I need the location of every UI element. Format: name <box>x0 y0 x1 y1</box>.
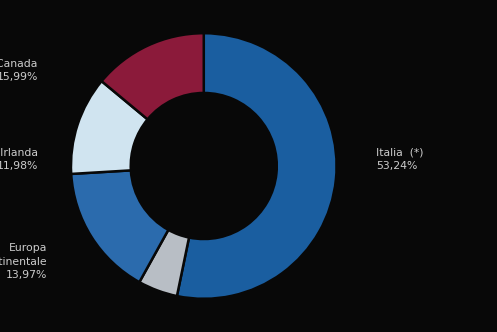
Wedge shape <box>71 81 148 174</box>
Text: Uk e Irlanda
11,98%: Uk e Irlanda 11,98% <box>0 148 38 171</box>
Wedge shape <box>177 33 336 299</box>
Text: Usa e Canada
15,99%: Usa e Canada 15,99% <box>0 59 38 82</box>
Wedge shape <box>101 33 204 119</box>
Wedge shape <box>139 230 189 296</box>
Text: Europa
Continentale
13,97%: Europa Continentale 13,97% <box>0 243 47 280</box>
Text: Italia  (*)
53,24%: Italia (*) 53,24% <box>376 148 424 171</box>
Wedge shape <box>71 170 168 282</box>
